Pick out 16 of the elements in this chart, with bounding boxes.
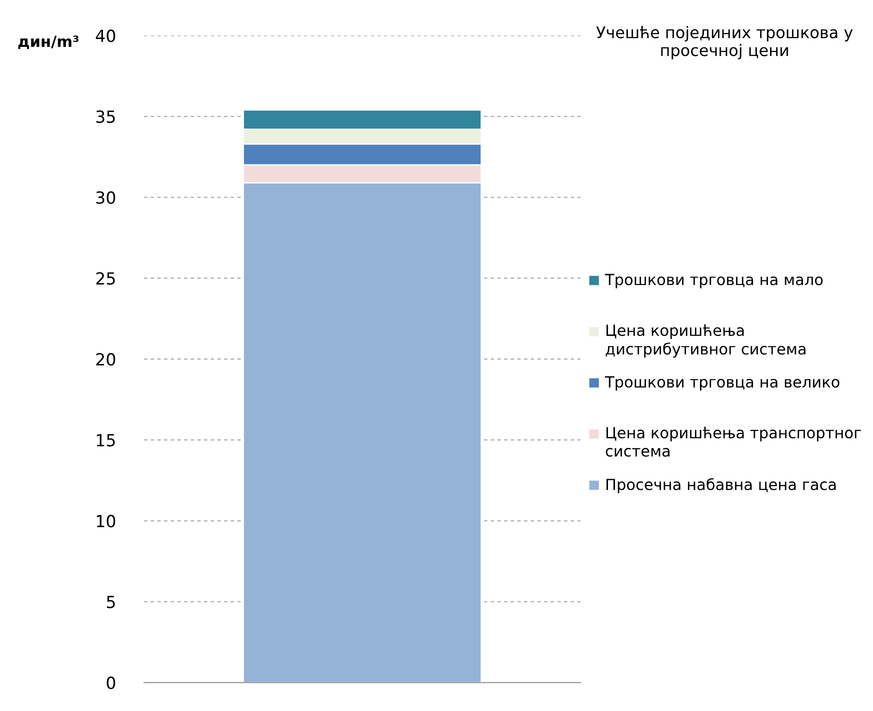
legend-label: Цена коришћења транспортног система bbox=[606, 426, 861, 457]
y-tick-label: 10 bbox=[96, 514, 116, 528]
y-tick-label: 30 bbox=[96, 191, 116, 204]
legend-label: Трошкови трговца на мало bbox=[604, 274, 823, 288]
y-axis-title: дин/m³ bbox=[18, 36, 78, 49]
text: Учешће појединих трошкова у просечној цени bbox=[596, 26, 853, 60]
legend-label: Трошкови трговца на велико bbox=[604, 376, 840, 391]
y-tick-label: 25 bbox=[96, 272, 115, 285]
y-tick-label: 40 bbox=[96, 30, 116, 42]
y-tick-label: 5 bbox=[106, 596, 115, 608]
legend-label: Цена коришћења дистрибутивног система bbox=[606, 324, 806, 358]
y-tick-label: 15 bbox=[96, 434, 115, 446]
y-tick-label: 20 bbox=[96, 353, 116, 366]
legend-label: Просечна набавна цена гаса bbox=[606, 478, 836, 494]
y-tick-label: 35 bbox=[96, 110, 115, 123]
y-tick-label: 0 bbox=[106, 676, 116, 690]
